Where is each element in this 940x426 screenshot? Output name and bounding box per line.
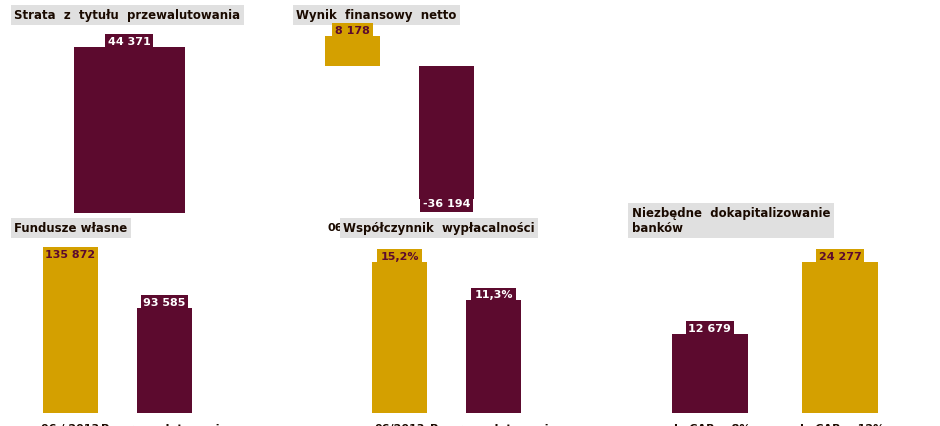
Bar bbox=[672, 334, 747, 413]
Text: 44 371: 44 371 bbox=[108, 37, 150, 47]
Text: Niezbędne  dokapitalizowanie
banków: Niezbędne dokapitalizowanie banków bbox=[632, 207, 830, 235]
Bar bbox=[43, 260, 98, 413]
Bar bbox=[419, 66, 474, 199]
Text: 135 872: 135 872 bbox=[45, 250, 96, 260]
Bar bbox=[466, 300, 521, 413]
Bar bbox=[137, 308, 192, 413]
Text: -36 194: -36 194 bbox=[423, 199, 470, 209]
Text: 8 178: 8 178 bbox=[335, 26, 370, 36]
Text: Fundusze własne: Fundusze własne bbox=[14, 222, 127, 235]
Text: 24 277: 24 277 bbox=[819, 252, 862, 262]
Text: 15,2%: 15,2% bbox=[381, 251, 418, 262]
Text: Strata  z  tytułu  przewalutowania: Strata z tytułu przewalutowania bbox=[14, 9, 241, 22]
Bar bbox=[372, 262, 427, 413]
Bar bbox=[803, 262, 878, 413]
Text: 11,3%: 11,3% bbox=[475, 291, 512, 300]
Bar bbox=[325, 36, 380, 66]
Text: 93 585: 93 585 bbox=[143, 298, 186, 308]
Text: 12 679: 12 679 bbox=[688, 324, 731, 334]
Text: Wynik  finansowy  netto: Wynik finansowy netto bbox=[296, 9, 457, 22]
Text: Współczynnik  wypłacalności: Współczynnik wypłacalności bbox=[343, 222, 535, 235]
Bar bbox=[73, 47, 185, 213]
